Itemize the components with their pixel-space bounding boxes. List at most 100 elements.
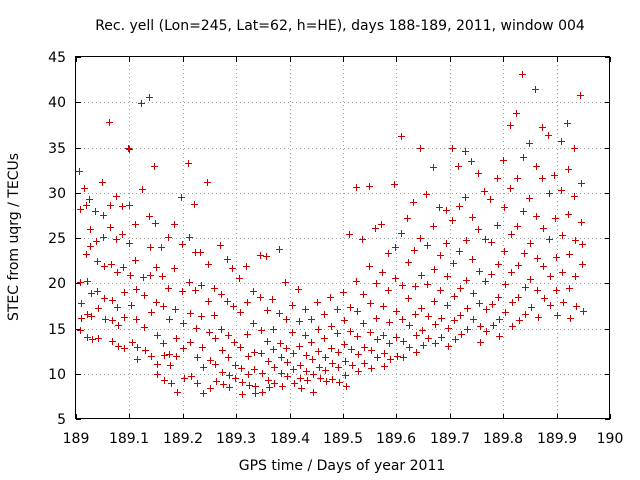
data-point xyxy=(475,226,482,233)
data-point xyxy=(347,328,354,335)
data-point xyxy=(393,334,400,341)
data-point xyxy=(160,340,167,347)
data-point xyxy=(373,280,380,287)
data-point xyxy=(507,122,514,129)
data-point xyxy=(250,288,257,295)
data-point xyxy=(547,302,554,309)
data-point xyxy=(501,204,508,211)
data-point xyxy=(476,268,483,275)
data-point xyxy=(126,146,133,153)
data-point xyxy=(173,335,180,342)
data-point xyxy=(457,312,464,319)
data-point xyxy=(219,369,226,376)
x-tick-label: 189.6 xyxy=(376,431,416,447)
data-point xyxy=(114,269,121,276)
data-point xyxy=(207,385,214,392)
data-point xyxy=(534,287,541,294)
data-point xyxy=(367,329,374,336)
data-point xyxy=(437,252,444,259)
data-point xyxy=(245,353,252,360)
y-tick-label: 15 xyxy=(48,322,66,338)
data-point xyxy=(148,309,155,316)
data-point xyxy=(310,371,317,378)
data-point xyxy=(355,368,362,375)
data-point xyxy=(165,285,172,292)
data-point xyxy=(132,221,139,228)
data-point xyxy=(146,213,153,220)
data-point xyxy=(180,320,187,327)
data-point xyxy=(270,326,277,333)
data-point xyxy=(251,349,258,356)
data-point xyxy=(198,282,205,289)
data-point xyxy=(276,246,283,253)
data-point xyxy=(173,353,180,360)
data-point xyxy=(207,357,214,364)
data-point xyxy=(508,269,515,276)
data-point xyxy=(297,362,304,369)
data-point xyxy=(99,179,106,186)
data-point xyxy=(327,294,334,301)
data-point xyxy=(399,316,406,323)
data-point xyxy=(174,389,181,396)
data-point xyxy=(579,261,586,268)
data-point xyxy=(445,343,452,350)
data-point xyxy=(126,202,133,209)
data-point xyxy=(417,235,424,242)
data-point xyxy=(513,110,520,117)
data-point xyxy=(399,282,406,289)
data-point xyxy=(119,231,126,238)
data-point xyxy=(515,262,522,269)
data-point xyxy=(88,290,95,297)
data-point xyxy=(496,333,503,340)
data-point xyxy=(277,340,284,347)
data-point xyxy=(154,332,161,339)
data-point xyxy=(411,247,418,254)
data-point xyxy=(121,345,128,352)
data-point xyxy=(187,310,194,317)
data-point xyxy=(109,338,116,345)
data-point xyxy=(522,284,529,291)
x-tick-label: 189.8 xyxy=(483,431,523,447)
data-point xyxy=(121,314,128,321)
data-point xyxy=(107,224,114,231)
data-point xyxy=(166,351,173,358)
data-point xyxy=(321,335,328,342)
data-point xyxy=(374,336,381,343)
data-point xyxy=(481,188,488,195)
data-point xyxy=(258,350,265,357)
data-point xyxy=(532,86,539,93)
data-point xyxy=(340,289,347,296)
data-point xyxy=(545,132,552,139)
data-point xyxy=(476,300,483,307)
data-point xyxy=(94,288,101,295)
y-tick-label: 35 xyxy=(48,141,66,157)
data-point xyxy=(239,391,246,398)
data-point xyxy=(355,351,362,358)
data-point xyxy=(283,345,290,352)
data-point xyxy=(425,313,432,320)
data-point xyxy=(308,316,315,323)
data-point xyxy=(342,372,349,379)
data-point xyxy=(521,250,528,257)
plot-frame xyxy=(75,56,610,419)
data-point xyxy=(451,317,458,324)
data-point xyxy=(489,301,496,308)
data-point xyxy=(509,323,516,330)
data-point xyxy=(475,170,482,177)
data-point xyxy=(77,206,84,213)
data-point xyxy=(151,163,158,170)
x-tick-label: 189.4 xyxy=(270,431,310,447)
data-point xyxy=(161,377,168,384)
data-point xyxy=(100,212,107,219)
data-point xyxy=(323,378,330,385)
data-point xyxy=(431,266,438,273)
data-point xyxy=(238,365,245,372)
data-point xyxy=(225,332,232,339)
data-point xyxy=(237,309,244,316)
data-point xyxy=(95,335,102,342)
data-point xyxy=(295,286,302,293)
data-point xyxy=(134,356,141,363)
data-point xyxy=(516,317,523,324)
y-tick-label: 20 xyxy=(48,276,66,292)
data-point xyxy=(380,332,387,339)
